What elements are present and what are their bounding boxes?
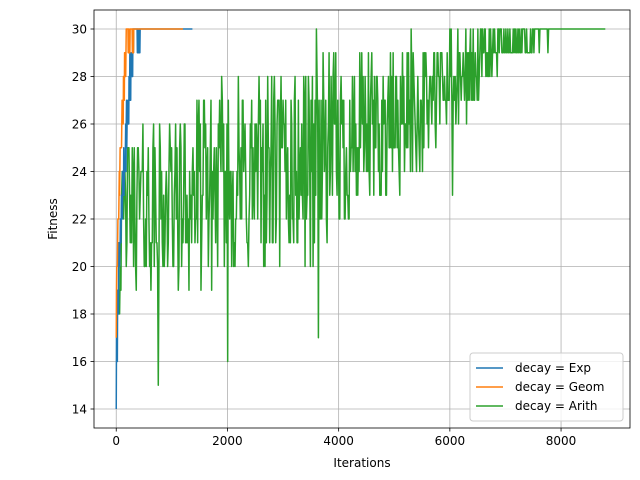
y-axis-label: Fitness bbox=[46, 198, 60, 240]
y-tick-label: 26 bbox=[72, 117, 87, 131]
series-lines bbox=[115, 28, 606, 410]
ticks: 0 2000 4000 6000 8000 14 16 18 20 22 24 26 28 30 bbox=[72, 22, 577, 448]
series-line-decay-geom bbox=[115, 28, 184, 338]
y-tick-label: 24 bbox=[72, 165, 87, 179]
y-tick-label: 14 bbox=[72, 402, 87, 416]
y-tick-label: 30 bbox=[72, 22, 87, 36]
x-tick-label: 8000 bbox=[546, 434, 577, 448]
series-line-decay-arith bbox=[116, 28, 606, 386]
y-tick-label: 28 bbox=[72, 70, 87, 84]
legend-label-geom: decay = Geom bbox=[515, 380, 604, 394]
y-tick-label: 22 bbox=[72, 212, 87, 226]
x-tick-label: 0 bbox=[112, 434, 120, 448]
y-tick-label: 20 bbox=[72, 260, 87, 274]
y-tick-label: 18 bbox=[72, 307, 87, 321]
legend-label-arith: decay = Arith bbox=[515, 399, 598, 413]
x-axis-label: Iterations bbox=[333, 456, 390, 470]
x-tick-label: 6000 bbox=[435, 434, 466, 448]
legend-frame bbox=[469, 352, 624, 422]
x-tick-label: 4000 bbox=[323, 434, 354, 448]
legend-label-exp: decay = Exp bbox=[515, 361, 591, 375]
legend: decay = Exp decay = Geom decay = Arith bbox=[469, 352, 624, 422]
x-tick-label: 2000 bbox=[212, 434, 243, 448]
y-tick-label: 16 bbox=[72, 355, 87, 369]
